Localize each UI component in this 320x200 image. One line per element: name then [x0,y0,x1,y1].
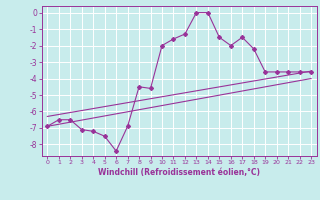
X-axis label: Windchill (Refroidissement éolien,°C): Windchill (Refroidissement éolien,°C) [98,168,260,177]
